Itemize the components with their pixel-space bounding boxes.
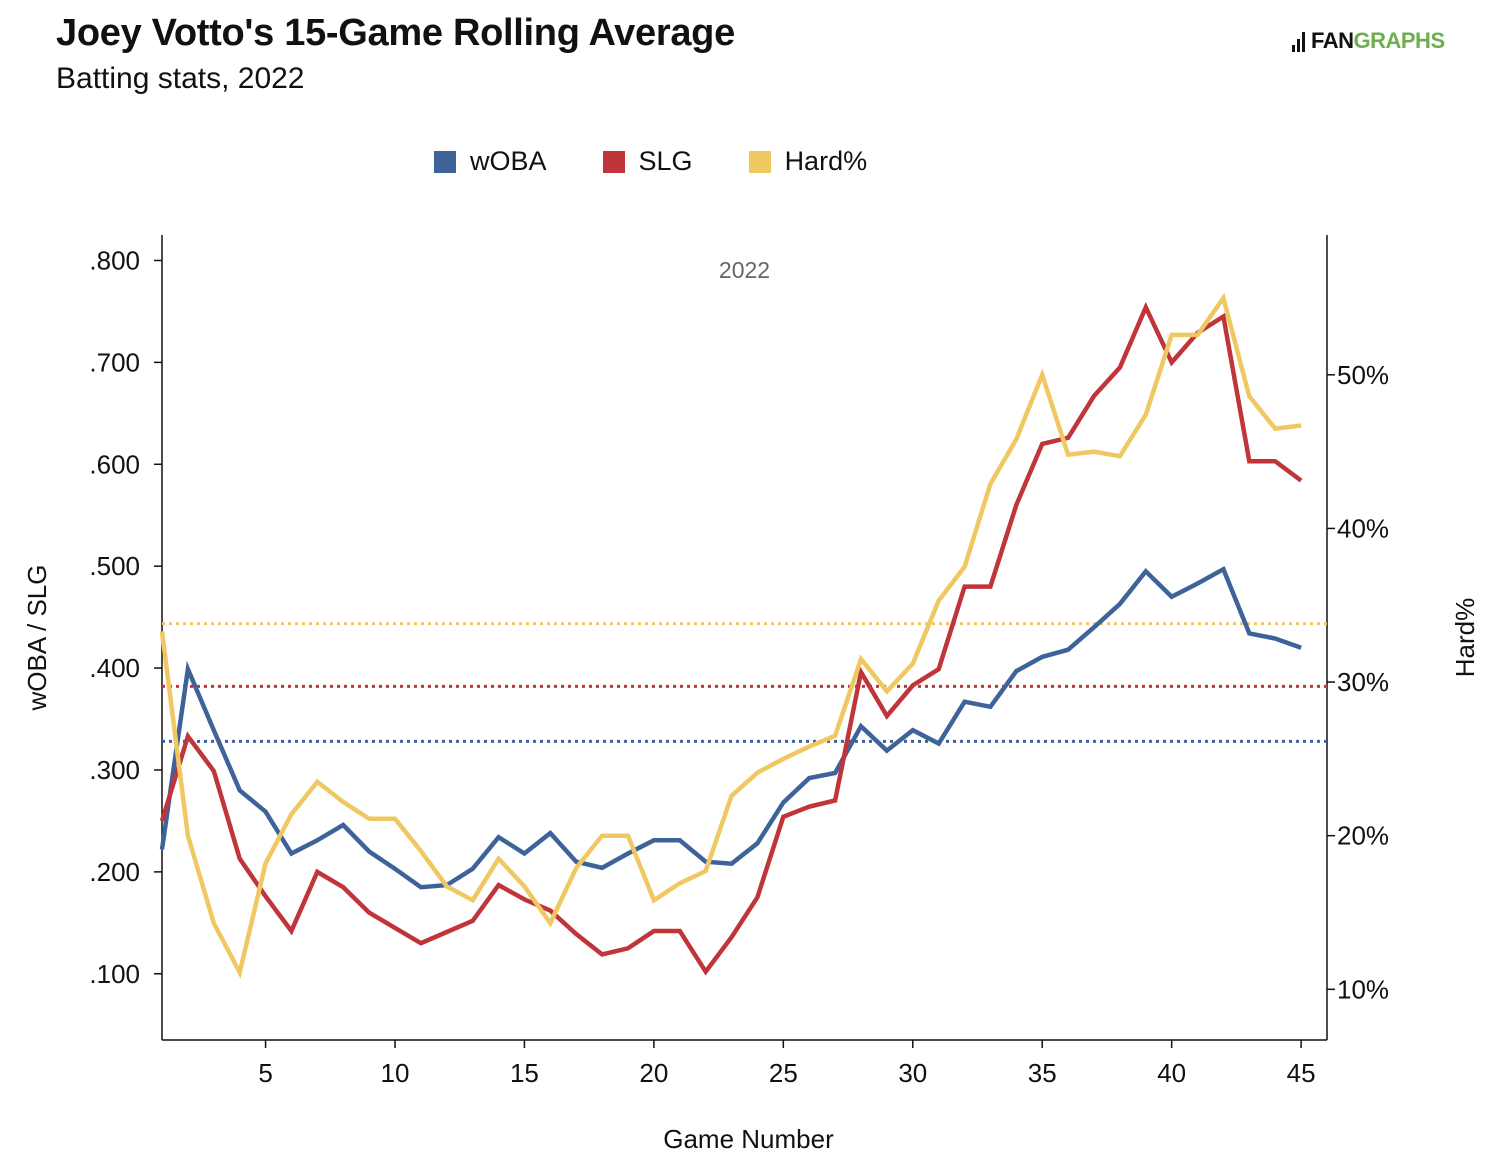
y-tick-label-left: .200: [89, 857, 140, 887]
y-tick-label-left: .100: [89, 959, 140, 989]
x-tick-label: 35: [1028, 1058, 1057, 1088]
series-line-woba: [159, 565, 1302, 890]
y-axis-right-title: Hard%: [1450, 598, 1480, 677]
season-annotation: 2022: [719, 257, 770, 283]
y-tick-label-left: .300: [89, 755, 140, 785]
x-tick-label: 20: [639, 1058, 668, 1088]
legend-label-slg: SLG: [638, 146, 693, 176]
chart-axes: [154, 235, 1335, 1048]
x-tick-label: 10: [381, 1058, 410, 1088]
x-tick-label: 30: [898, 1058, 927, 1088]
x-tick-label: 25: [769, 1058, 798, 1088]
chart-title: Joey Votto's 15-Game Rolling Average: [56, 12, 735, 54]
logo-text-graphs: GRAPHS: [1353, 28, 1446, 53]
legend-swatch-hard: [748, 150, 771, 173]
y-tick-label-right: 10%: [1337, 974, 1389, 1004]
series-lines: [159, 292, 1303, 979]
series-line-hard: [159, 292, 1302, 979]
logo-text-fan: FAN: [1311, 28, 1354, 53]
legend-item-woba[interactable]: wOBA: [434, 146, 547, 177]
y-axis-left-title: wOBA / SLG: [22, 565, 52, 712]
x-tick-label: 15: [510, 1058, 539, 1088]
legend-item-slg[interactable]: SLG: [602, 146, 693, 177]
y-tick-label-left: .400: [89, 653, 140, 683]
chart-subtitle: Batting stats, 2022: [56, 62, 305, 95]
legend-swatch-woba: [434, 150, 456, 173]
legend-swatch-slg: [602, 150, 625, 173]
y-tick-label-right: 30%: [1337, 667, 1389, 697]
legend-label-hard: Hard%: [784, 146, 868, 176]
y-tick-label-right: 40%: [1337, 513, 1389, 543]
legend-label-woba: wOBA: [470, 146, 547, 176]
y-tick-label-left: .800: [89, 245, 140, 275]
average-lines: [162, 622, 1327, 743]
chart-labels: 5 10 15 20 25 30 35 40 45 .100 .200 .300 .400 .500 .60…: [22, 245, 1480, 1154]
series-line-slg: [159, 301, 1303, 976]
legend-item-hard[interactable]: Hard%: [748, 146, 868, 177]
y-tick-label-left: .700: [89, 347, 140, 377]
chart-legend: wOBA SLG Hard%: [434, 146, 923, 177]
x-tick-label: 5: [258, 1058, 272, 1088]
x-tick-label: 45: [1287, 1058, 1316, 1088]
y-tick-label-right: 20%: [1337, 821, 1389, 851]
logo-bars-icon: [1292, 30, 1307, 52]
x-tick-label: 40: [1157, 1058, 1186, 1088]
y-tick-label-left: .600: [89, 449, 140, 479]
fangraphs-logo[interactable]: FAN GRAPHS: [1292, 28, 1445, 54]
y-tick-label-right: 50%: [1337, 360, 1389, 390]
y-tick-label-left: .500: [89, 551, 140, 581]
x-axis-title: Game Number: [663, 1124, 834, 1154]
